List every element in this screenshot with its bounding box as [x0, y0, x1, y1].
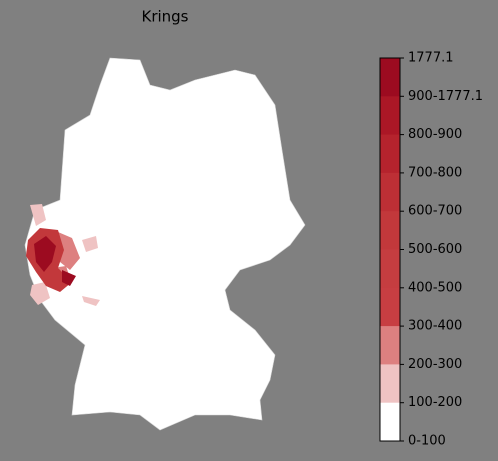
colorbar-segment: [380, 96, 400, 136]
colorbar-label: 700-800: [408, 165, 462, 180]
colorbar: 1777.1 900-1777.1 800-900 700-800 600-700 500…: [379, 51, 483, 449]
colorbar-segment: [380, 402, 400, 442]
colorbar-label: 800-900: [408, 127, 462, 142]
colorbar-label: 300-400: [408, 319, 462, 334]
colorbar-label: 900-1777.1: [408, 89, 483, 104]
colorbar-label: 0-100: [408, 434, 446, 449]
colorbar-label: 1777.1: [408, 51, 454, 66]
colorbar-segment: [380, 172, 400, 212]
colorbar-label: 600-700: [408, 204, 462, 219]
colorbar-segment: [380, 287, 400, 327]
colorbar-label: 500-600: [408, 242, 462, 257]
colorbar-segment: [380, 58, 400, 97]
map-title: Krings: [141, 8, 188, 26]
colorbar-segment: [380, 249, 400, 289]
colorbar-segment: [380, 134, 400, 174]
region-darkest: [34, 236, 76, 286]
colorbar-label: 400-500: [408, 280, 462, 295]
colorbar-segment: [380, 326, 400, 365]
colorbar-label: 200-300: [408, 357, 462, 372]
colorbar-segment: [380, 211, 400, 250]
colorbar-segment: [380, 364, 400, 404]
colorbar-label: 100-200: [408, 395, 462, 410]
region-light: [30, 204, 100, 306]
